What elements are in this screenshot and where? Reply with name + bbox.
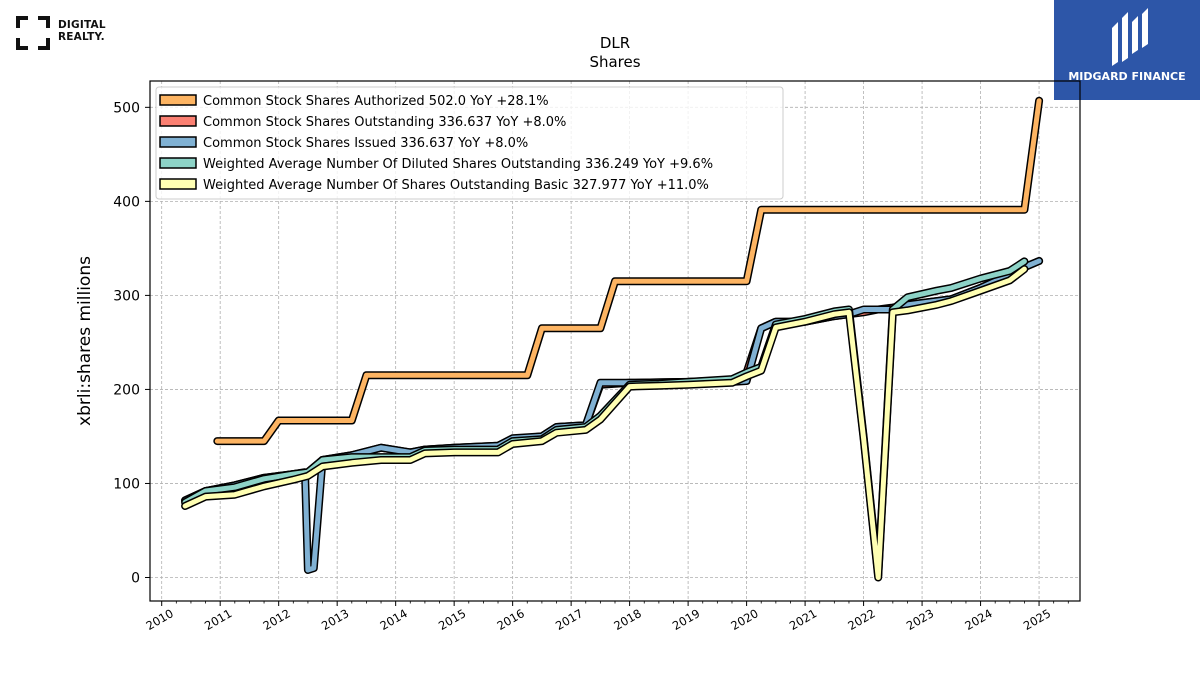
legend-swatch: [159, 94, 197, 106]
x-tick-label: 2023: [904, 606, 936, 633]
y-tick-label: 400: [113, 194, 140, 210]
series-lines: [181, 96, 1044, 582]
series-line: [182, 266, 1027, 580]
digital-realty-mark-icon: [16, 16, 50, 50]
y-tick-label: 100: [113, 476, 140, 492]
series-line: [214, 98, 1042, 444]
legend-label: Common Stock Shares Issued 336.637 YoY +…: [203, 136, 528, 151]
x-tick-label: 2018: [611, 606, 643, 633]
x-tick-label: 2025: [1021, 606, 1053, 633]
chart-title: DLR: [600, 34, 630, 52]
x-tick-label: 2019: [670, 606, 702, 633]
legend-swatch: [159, 115, 197, 127]
x-tick-label: 2022: [845, 606, 877, 633]
x-tick-label: 2021: [787, 606, 819, 633]
x-tick-label: 2020: [728, 606, 760, 633]
digital-realty-wordmark: DIGITAL REALTY.: [58, 19, 106, 43]
chart-subtitle: Shares: [589, 53, 640, 71]
x-tick-label: 2013: [319, 606, 351, 633]
midgard-finance-logo: MIDGARD FINANCE: [1054, 0, 1200, 100]
midgard-finance-wordmark: MIDGARD FINANCE: [1068, 70, 1186, 83]
legend-swatch: [159, 136, 197, 148]
legend-label: Common Stock Shares Outstanding 336.637 …: [203, 115, 566, 130]
y-tick-label: 0: [131, 570, 140, 586]
y-tick-label: 200: [113, 382, 140, 398]
legend-label: Weighted Average Number Of Shares Outsta…: [203, 178, 709, 193]
x-tick-label: 2015: [436, 606, 468, 633]
y-tick-label: 300: [113, 288, 140, 304]
legend-label: Weighted Average Number Of Diluted Share…: [203, 157, 713, 172]
y-tick-label: 500: [113, 100, 140, 116]
legend-swatch: [159, 178, 197, 190]
series-4: [181, 265, 1029, 582]
midgard-finance-mark-icon: [1112, 8, 1148, 66]
x-tick-label: 2012: [261, 606, 293, 633]
legend-label: Common Stock Shares Authorized 502.0 YoY…: [203, 94, 549, 109]
digital-realty-logo: DIGITAL REALTY.: [16, 16, 126, 50]
x-tick-label: 2014: [377, 606, 409, 633]
x-tick-label: 2016: [494, 606, 526, 633]
x-tick-label: 2017: [553, 606, 585, 633]
legend-swatch: [159, 157, 197, 169]
x-tick-label: 2024: [962, 606, 994, 633]
legend-box: [155, 86, 784, 200]
x-tick-label: 2010: [144, 606, 176, 633]
y-axis-label: xbrli:shares millions: [75, 256, 95, 426]
x-tick-label: 2011: [202, 606, 234, 633]
series-0: [213, 96, 1044, 446]
legend: Common Stock Shares Authorized 502.0 YoY…: [155, 86, 784, 200]
